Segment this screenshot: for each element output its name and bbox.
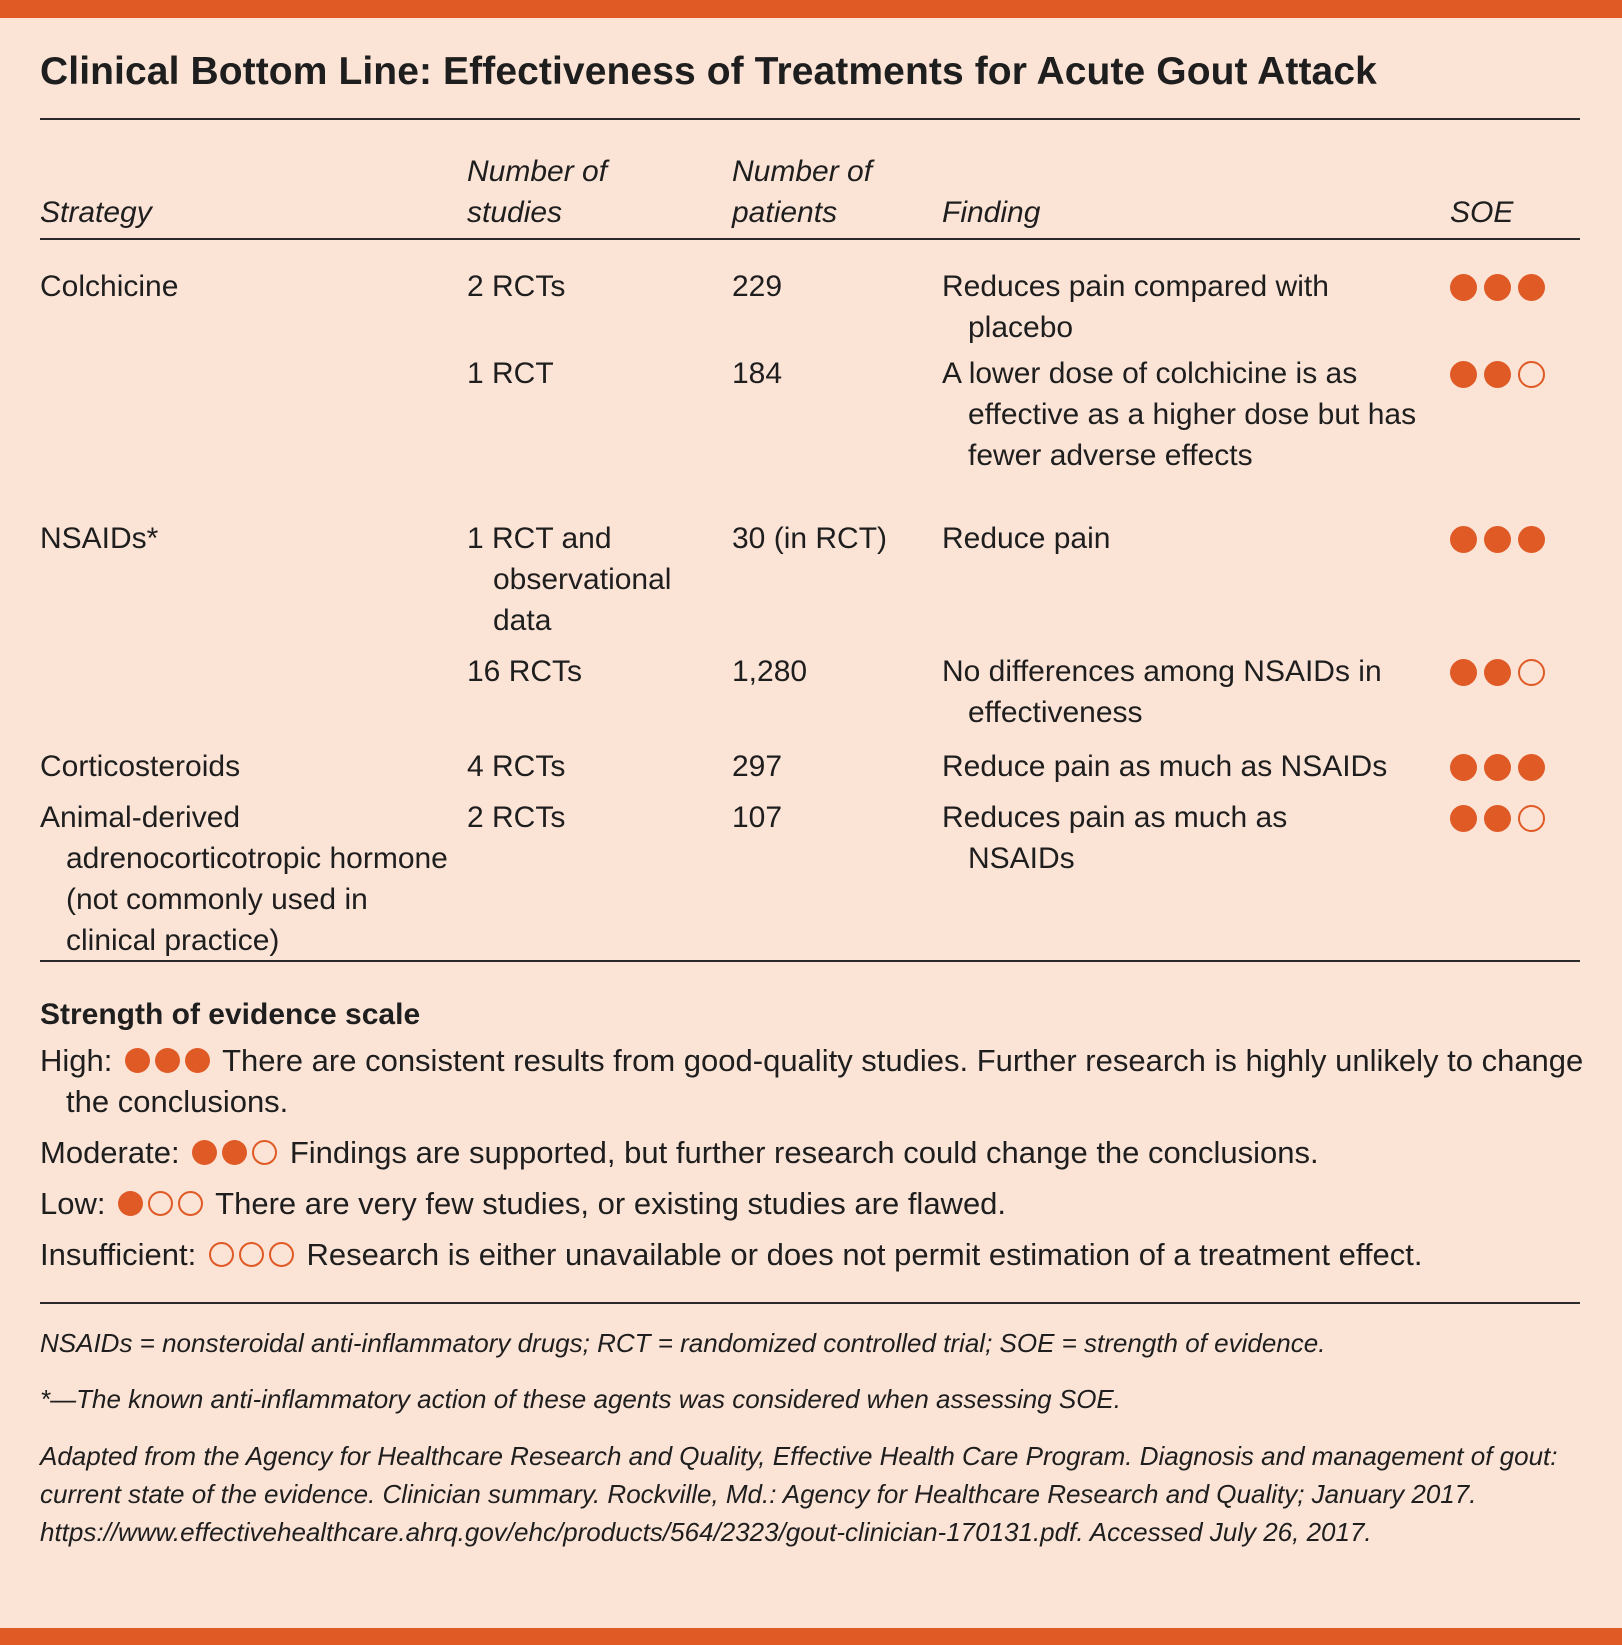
patients-cell: 107: [732, 801, 783, 834]
filled-circle-icon: [1484, 754, 1511, 781]
header-studies-line1: Number of: [467, 155, 608, 188]
abbreviations-note: NSAIDs = nonsteroidal anti-inflammatory …: [40, 1328, 1326, 1358]
header-patients-line1: Number of: [732, 155, 873, 188]
studies-cell: 16 RCTs: [467, 655, 583, 688]
filled-circle-icon: [222, 1140, 248, 1166]
strategy-cell: Animal-derived adrenocorticotropic hormo…: [40, 801, 448, 957]
finding-cell: Reduce pain as much as NSAIDs: [942, 750, 1388, 783]
strategy-cell: Colchicine: [40, 270, 179, 303]
source-citation: Adapted from the Agency for Healthcare R…: [40, 1441, 1558, 1547]
title-rule: [40, 118, 1580, 120]
empty-circle-icon: [252, 1140, 278, 1166]
filled-circle-icon: [1450, 805, 1477, 832]
filled-circle-icon: [1484, 805, 1511, 832]
scale-level-text: There are very few studies, or existing …: [215, 1186, 1007, 1221]
empty-circle-icon: [1518, 805, 1545, 832]
studies-cell: 1 RCT: [467, 357, 554, 390]
filled-circle-icon: [1484, 659, 1511, 686]
empty-circle-icon: [238, 1242, 264, 1268]
filled-circle-icon: [155, 1048, 180, 1074]
studies-cell: 2 RCTs: [467, 270, 566, 303]
filled-circle-icon: [1484, 274, 1511, 301]
finding-cell: A lower dose of colchicine is as effecti…: [942, 357, 1417, 472]
soe-rating: [1450, 361, 1545, 388]
filled-circle-icon: [192, 1140, 218, 1166]
bottom-accent-bar: [0, 1628, 1622, 1645]
scale-level-text: There are consistent results from good-q…: [66, 1043, 1584, 1119]
scale-rating: [192, 1140, 278, 1166]
soe-rating: [1450, 274, 1545, 301]
soe-rating: [1450, 659, 1545, 686]
soe-rating: [1450, 754, 1545, 781]
filled-circle-icon: [1450, 526, 1477, 553]
header-studies: Number of studies: [467, 151, 607, 233]
scale-title: Strength of evidence scale: [40, 998, 421, 1031]
scale-rating: [208, 1242, 294, 1268]
finding-cell: Reduces pain as much as NSAIDs: [942, 801, 1288, 875]
filled-circle-icon: [1518, 274, 1545, 301]
filled-circle-icon: [1450, 659, 1477, 686]
filled-circle-icon: [185, 1048, 210, 1074]
top-accent-bar: [0, 0, 1622, 18]
filled-circle-icon: [1450, 754, 1477, 781]
soe-rating: [1450, 805, 1545, 832]
patients-cell: 30 (in RCT): [732, 522, 888, 555]
strategy-cell: Corticosteroids: [40, 750, 241, 783]
table-bottom-rule: [40, 960, 1580, 962]
scale-level-label: High:: [40, 1043, 113, 1078]
box-title: Clinical Bottom Line: Effectiveness of T…: [40, 50, 1377, 93]
finding-cell: No differences among NSAIDs in effective…: [942, 655, 1382, 729]
empty-circle-icon: [148, 1191, 174, 1217]
empty-circle-icon: [208, 1242, 234, 1268]
header-soe: SOE: [1450, 196, 1514, 229]
scale-level-text: Research is either unavailable or does n…: [306, 1237, 1423, 1272]
scale-level-low: Low: There are very few studies, or exis…: [40, 1183, 1606, 1224]
scale-level-high: High: There are consistent results from …: [40, 1040, 1606, 1122]
empty-circle-icon: [268, 1242, 294, 1268]
asterisk-note: *—The known anti-inflammatory action of …: [40, 1384, 1121, 1414]
scale-bottom-rule: [40, 1302, 1580, 1304]
header-patients: Number of patients: [732, 151, 872, 233]
scale-level-label: Low:: [40, 1186, 106, 1221]
filled-circle-icon: [1484, 526, 1511, 553]
scale-rating: [118, 1191, 204, 1217]
scale-level-label: Moderate:: [40, 1135, 180, 1170]
scale-rating: [125, 1048, 210, 1074]
soe-rating: [1450, 526, 1545, 553]
filled-circle-icon: [118, 1191, 144, 1217]
scale-level-insufficient: Insufficient: Research is either unavail…: [40, 1234, 1606, 1275]
studies-cell: 1 RCT and observational data: [467, 522, 672, 637]
patients-cell: 184: [732, 357, 783, 390]
filled-circle-icon: [1518, 754, 1545, 781]
empty-circle-icon: [178, 1191, 204, 1217]
filled-circle-icon: [1450, 361, 1477, 388]
patients-cell: 297: [732, 750, 783, 783]
header-finding: Finding: [942, 196, 1041, 229]
scale-level-label: Insufficient:: [40, 1237, 197, 1272]
scale-level-moderate: Moderate: Findings are supported, but fu…: [40, 1132, 1606, 1173]
header-studies-line2: studies: [467, 196, 563, 229]
scale-level-text: Findings are supported, but further rese…: [289, 1135, 1319, 1170]
patients-cell: 1,280: [732, 655, 808, 688]
studies-cell: 2 RCTs: [467, 801, 566, 834]
filled-circle-icon: [1518, 526, 1545, 553]
studies-cell: 4 RCTs: [467, 750, 566, 783]
finding-cell: Reduce pain: [942, 522, 1111, 555]
empty-circle-icon: [1518, 659, 1545, 686]
filled-circle-icon: [1450, 274, 1477, 301]
header-rule: [40, 238, 1580, 240]
header-strategy: Strategy: [40, 196, 152, 229]
filled-circle-icon: [1484, 361, 1511, 388]
patients-cell: 229: [732, 270, 783, 303]
finding-cell: Reduces pain compared with placebo: [942, 270, 1329, 344]
empty-circle-icon: [1518, 361, 1545, 388]
header-patients-line2: patients: [732, 196, 838, 229]
filled-circle-icon: [125, 1048, 150, 1074]
strategy-cell: NSAIDs*: [40, 522, 159, 555]
